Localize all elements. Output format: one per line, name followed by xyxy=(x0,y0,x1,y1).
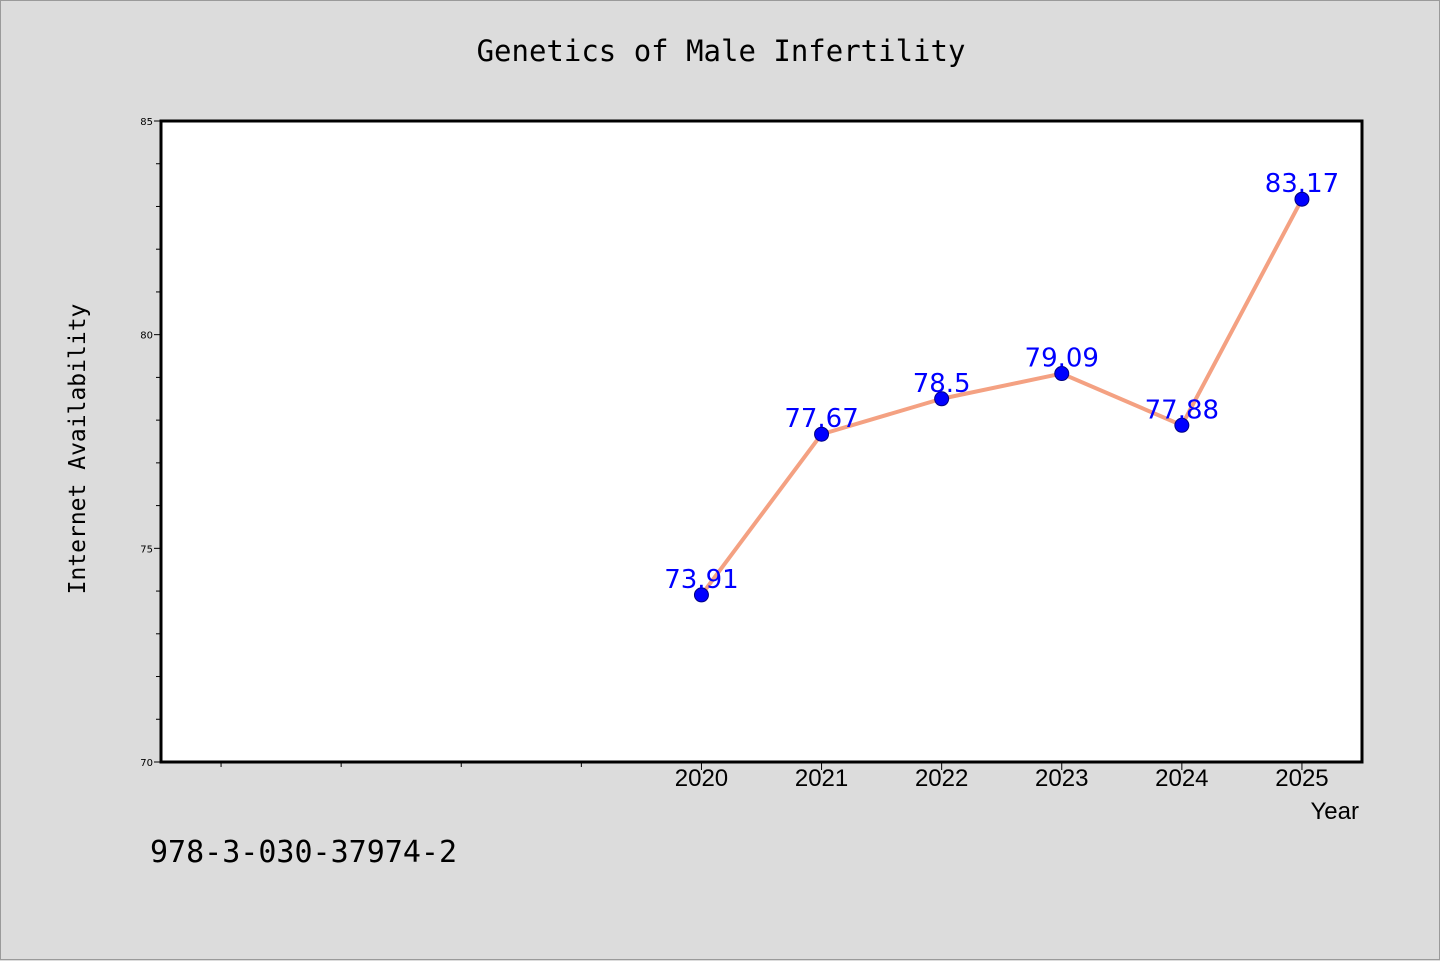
data-point xyxy=(1054,366,1070,382)
data-point xyxy=(1174,417,1190,433)
data-label: 77.88 xyxy=(1145,395,1219,425)
series-line xyxy=(699,198,1304,597)
x-tick-label: 2023 xyxy=(1035,765,1088,792)
x-tick-label: 2021 xyxy=(795,765,848,792)
x-tick-label: 2022 xyxy=(915,765,968,792)
isbn-text: 978-3-030-37974-2 xyxy=(150,835,458,870)
y-tick-label: 85 xyxy=(140,117,153,128)
data-label: 77.67 xyxy=(784,404,858,434)
data-point xyxy=(693,587,709,603)
y-tick-label: 70 xyxy=(140,758,153,769)
x-tick-label: 2025 xyxy=(1275,765,1328,792)
data-point xyxy=(814,426,830,442)
chart-title: Genetics of Male Infertility xyxy=(476,34,966,68)
plot-area xyxy=(159,119,1364,764)
data-point xyxy=(1294,191,1310,207)
x-tick-label: 2020 xyxy=(675,765,728,792)
data-label: 83.17 xyxy=(1265,169,1339,199)
y-tick-label: 75 xyxy=(140,544,153,555)
data-point xyxy=(934,391,950,407)
data-label: 78.5 xyxy=(913,369,971,399)
data-label: 73.91 xyxy=(664,565,738,595)
y-tick-label: 80 xyxy=(140,331,153,342)
x-axis-label: Year xyxy=(1310,798,1360,825)
x-tick-label: 2024 xyxy=(1155,765,1208,792)
data-label: 79.09 xyxy=(1025,344,1099,374)
